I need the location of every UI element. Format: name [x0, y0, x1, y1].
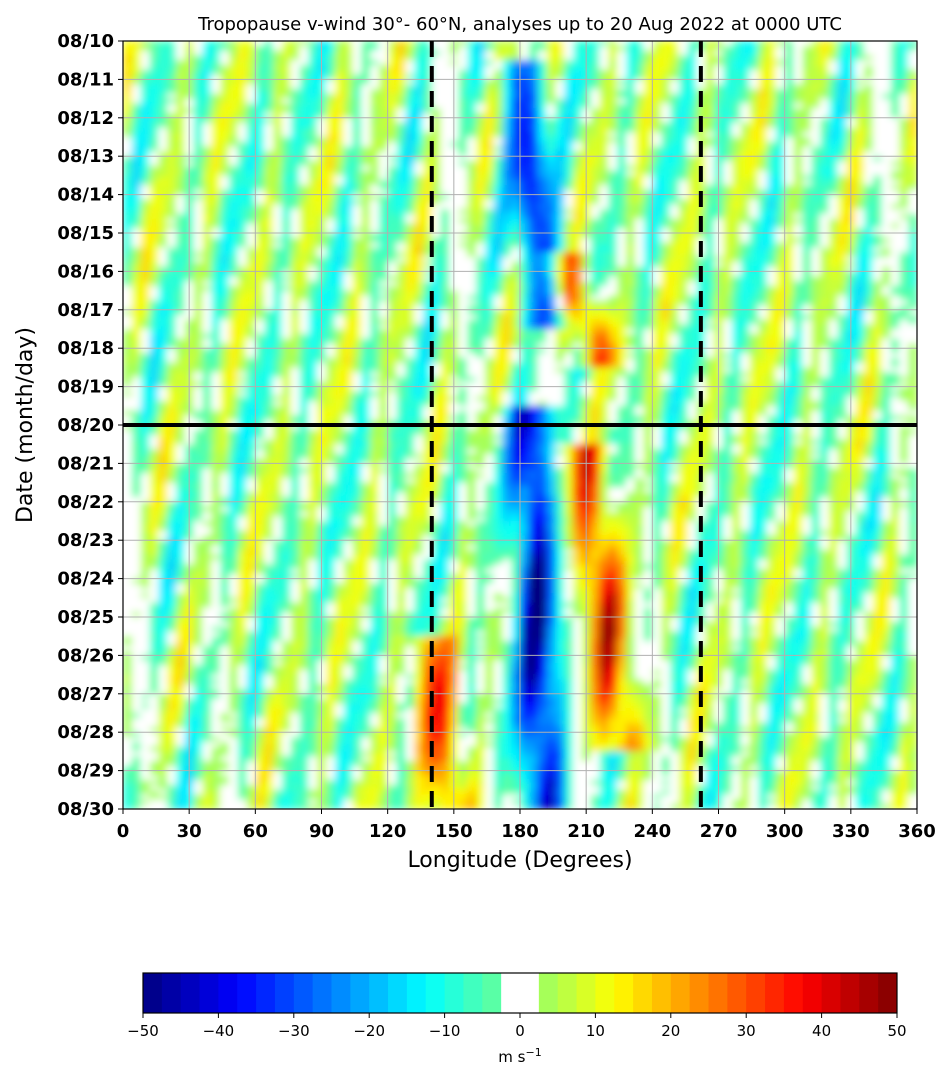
x-tick-label: 0	[117, 821, 130, 842]
colorbar-segment	[670, 973, 691, 1013]
y-tick-label: 08/27	[57, 684, 114, 705]
colorbar-segment	[161, 973, 182, 1013]
y-tick-label: 08/23	[57, 530, 114, 551]
x-tick-label: 150	[435, 821, 473, 842]
y-tick-labels: 08/10 08/11 08/12 08/13 08/14 08/15 08/16 08/17…	[57, 31, 123, 820]
y-tick-label: 08/24	[57, 569, 114, 590]
colorbar-segment	[614, 973, 634, 1013]
colorbar-segment	[444, 973, 464, 1013]
colorbar-segment	[388, 973, 408, 1013]
x-tick-label: 300	[766, 821, 804, 842]
colorbar-tick-label: 50	[887, 1022, 906, 1040]
x-tick-label: 30	[177, 821, 202, 842]
colorbar-segment	[651, 973, 672, 1013]
x-tick-label: 360	[898, 821, 936, 842]
x-tick-label: 90	[309, 821, 334, 842]
colorbar-segment	[595, 973, 615, 1013]
colorbar-tick-label: 40	[812, 1022, 831, 1040]
colorbar-segment	[878, 973, 898, 1013]
colorbar-segment	[821, 973, 841, 1013]
colorbar	[142, 972, 898, 1014]
y-tick-label: 08/12	[57, 108, 114, 129]
colorbar-unit: m s	[498, 1048, 525, 1066]
colorbar-tick-label: 30	[737, 1022, 756, 1040]
x-tick-label: 240	[634, 821, 672, 842]
colorbar-tick-label: −30	[278, 1022, 310, 1040]
colorbar-segment	[143, 973, 163, 1013]
colorbar-segment	[783, 973, 804, 1013]
y-tick-label: 08/10	[57, 31, 114, 52]
colorbar-label: m s−1	[498, 1046, 541, 1066]
colorbar-segment	[727, 973, 747, 1013]
colorbar-segment	[802, 973, 823, 1013]
x-tick-label: 180	[501, 821, 539, 842]
colorbar-segment	[406, 973, 427, 1013]
colorbar-unit-exponent: −1	[525, 1046, 541, 1059]
y-tick-label: 08/16	[57, 261, 114, 282]
y-tick-label: 08/20	[57, 415, 114, 436]
y-tick-label: 08/18	[57, 338, 114, 359]
y-tick-label: 08/11	[57, 69, 114, 90]
y-tick-label: 08/28	[57, 722, 114, 743]
overlay-lines	[123, 41, 917, 809]
colorbar-segment	[633, 973, 653, 1013]
colorbar-tick-label: 10	[586, 1022, 605, 1040]
y-tick-label: 08/22	[57, 492, 114, 513]
y-tick-label: 08/21	[57, 453, 114, 474]
colorbar-tick-label: −40	[203, 1022, 235, 1040]
colorbar-segment	[840, 973, 860, 1013]
colorbar-segment	[859, 973, 879, 1013]
colorbar-segment	[765, 973, 785, 1013]
colorbar-segment	[746, 973, 766, 1013]
colorbar-segment	[369, 973, 389, 1013]
colorbar-segment	[520, 973, 540, 1013]
colorbar-segment	[312, 973, 332, 1013]
colorbar-segment	[425, 973, 446, 1013]
colorbar-segment	[218, 973, 238, 1013]
colorbar-segment	[293, 973, 314, 1013]
colorbar-tick-label: 20	[661, 1022, 680, 1040]
colorbar-segment	[256, 973, 276, 1013]
colorbar-tick-labels: −50 −40 −30 −20 −10 0 10 20 30 40 50	[127, 1013, 907, 1040]
colorbar-segment	[274, 973, 295, 1013]
colorbar-tick-label: 0	[515, 1022, 525, 1040]
y-tick-label: 08/17	[57, 300, 114, 321]
colorbar-segment	[331, 973, 351, 1013]
y-tick-label: 08/19	[57, 377, 114, 398]
x-tick-labels: 0 30 60 90 120 150 180 210 240 270 300 330 360	[117, 809, 936, 842]
y-axis-label: Date (month/day)	[13, 327, 38, 523]
x-axis-label: Longitude (Degrees)	[407, 848, 632, 873]
colorbar-segment	[237, 973, 257, 1013]
y-tick-label: 08/30	[57, 799, 114, 820]
colorbar-segment	[482, 973, 502, 1013]
colorbar-segment	[708, 973, 728, 1013]
colorbar-segment	[576, 973, 596, 1013]
colorbar-segment	[501, 973, 521, 1013]
colorbar-segment	[689, 973, 709, 1013]
plot-area	[123, 41, 917, 809]
colorbar-segment	[350, 973, 370, 1013]
x-tick-label: 60	[243, 821, 268, 842]
colorbar-tick-label: −10	[429, 1022, 461, 1040]
y-tick-label: 08/26	[57, 645, 114, 666]
colorbar-segment	[557, 973, 578, 1013]
y-tick-label: 08/25	[57, 607, 114, 628]
colorbar-tick-label: −50	[127, 1022, 159, 1040]
chart-title: Tropopause v-wind 30°- 60°N, analyses up…	[197, 14, 842, 35]
y-tick-label: 08/29	[57, 761, 114, 782]
x-tick-label: 210	[567, 821, 605, 842]
colorbar-tick-label: −20	[353, 1022, 385, 1040]
y-tick-label: 08/14	[57, 185, 114, 206]
y-tick-label: 08/13	[57, 146, 114, 167]
x-tick-label: 270	[700, 821, 738, 842]
x-tick-label: 120	[369, 821, 407, 842]
colorbar-segment	[463, 973, 483, 1013]
colorbar-segment	[538, 973, 559, 1013]
x-tick-label: 330	[832, 821, 870, 842]
y-tick-label: 08/15	[57, 223, 114, 244]
colorbar-segment	[180, 973, 201, 1013]
colorbar-segment	[199, 973, 219, 1013]
